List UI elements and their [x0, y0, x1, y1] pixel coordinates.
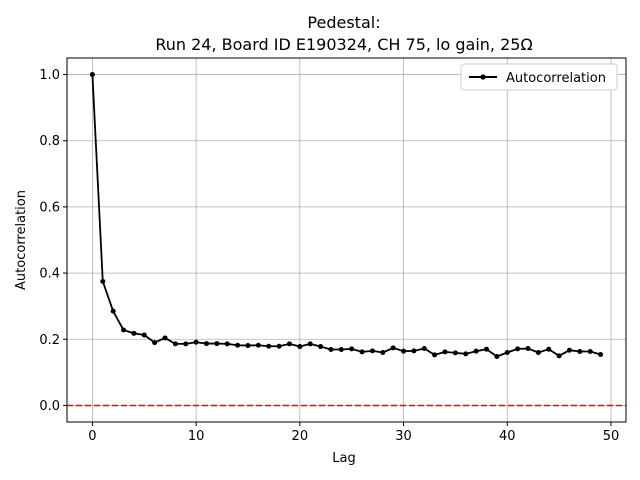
x-tick-label: 20 [292, 429, 309, 444]
x-tick-label: 10 [188, 429, 205, 444]
y-tick-label: 1.0 [39, 68, 60, 83]
data-point [193, 339, 199, 345]
y-axis-label: Autocorrelation [14, 190, 29, 290]
data-point [121, 327, 127, 333]
data-point [297, 344, 303, 350]
data-point [359, 349, 365, 355]
axes: 0 10 20 30 40 50 0.0 0.2 0.4 0.6 0.8 1.0 [39, 57, 627, 444]
data-point [203, 341, 209, 347]
data-point [131, 330, 137, 336]
data-point [172, 341, 178, 347]
data-point [266, 343, 272, 349]
data-point [587, 349, 593, 355]
data-point [349, 346, 355, 352]
data-point [390, 345, 396, 351]
data-point [162, 335, 168, 341]
data-point [235, 342, 241, 348]
data-point [401, 348, 407, 354]
data-point [525, 346, 531, 352]
data-point [421, 346, 427, 352]
grid [67, 58, 626, 422]
data-point [546, 346, 552, 352]
data-point [504, 350, 510, 356]
data-point [484, 346, 490, 352]
y-tick-label: 0.0 [39, 399, 60, 414]
data-point [338, 347, 344, 353]
data-point [245, 343, 251, 349]
data-point [452, 350, 458, 356]
data-point [442, 349, 448, 355]
data-point [463, 351, 469, 357]
data-point [577, 349, 583, 355]
series-layer [89, 72, 604, 359]
data-point [432, 352, 438, 358]
data-point [494, 353, 500, 359]
x-tick-label: 50 [603, 429, 620, 444]
data-point [100, 278, 106, 284]
data-point [89, 72, 95, 78]
legend-marker-swatch [480, 74, 486, 80]
data-point [380, 350, 386, 356]
data-point [566, 347, 572, 353]
plot-frame [66, 57, 627, 423]
data-point [307, 341, 313, 347]
legend-label: Autocorrelation [506, 71, 606, 86]
data-point [369, 348, 375, 354]
data-point [224, 341, 230, 347]
y-tick-label: 0.4 [39, 267, 60, 282]
data-point [411, 348, 417, 354]
data-point [152, 340, 158, 346]
x-tick-label: 40 [499, 429, 516, 444]
data-point [473, 348, 479, 354]
y-tick-label: 0.8 [39, 134, 60, 149]
data-point [214, 341, 220, 347]
chart-title-line2: Run 24, Board ID E190324, CH 75, lo gain… [155, 35, 532, 54]
x-tick-label: 0 [88, 429, 96, 444]
data-point [255, 342, 261, 348]
data-point [535, 350, 541, 356]
data-point [556, 353, 562, 359]
series-line [91, 74, 601, 358]
legend: Autocorrelation [460, 63, 618, 91]
data-point [141, 332, 147, 338]
data-point [515, 346, 521, 352]
x-tick-label: 30 [395, 429, 412, 444]
data-point [286, 341, 292, 347]
data-point [328, 347, 334, 353]
x-axis-label: Lag [332, 451, 355, 466]
data-point [276, 343, 282, 349]
y-tick-label: 0.6 [39, 200, 60, 215]
data-point [318, 344, 324, 350]
data-point [183, 341, 189, 347]
data-point [598, 351, 604, 357]
legend-box [460, 63, 618, 91]
y-tick-label: 0.2 [39, 333, 60, 348]
data-point [110, 308, 116, 314]
chart-title-line1: Pedestal: [307, 13, 380, 32]
